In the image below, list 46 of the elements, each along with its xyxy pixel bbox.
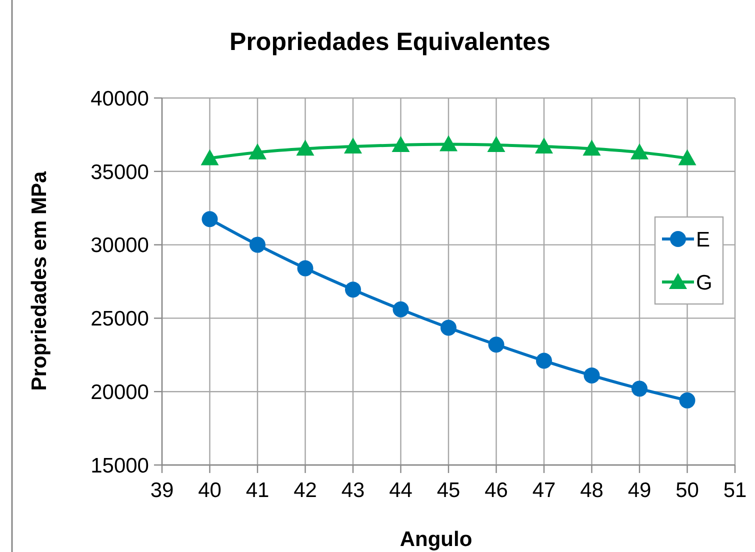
x-tick-label: 49 bbox=[628, 479, 652, 502]
y-tick-label: 25000 bbox=[90, 308, 149, 331]
x-tick-label: 44 bbox=[389, 479, 413, 502]
point bbox=[200, 149, 219, 166]
y-axis-title: Propriedades em MPa bbox=[28, 170, 51, 391]
legend-label: G bbox=[696, 272, 712, 295]
x-tick-label: 43 bbox=[341, 479, 365, 502]
x-tick-label: 51 bbox=[723, 479, 747, 502]
x-tick-label: 50 bbox=[676, 479, 699, 502]
point bbox=[487, 136, 506, 152]
y-tick-label: 20000 bbox=[90, 380, 149, 404]
point bbox=[678, 149, 696, 166]
point bbox=[250, 236, 266, 253]
x-tick-label: 40 bbox=[198, 479, 222, 502]
y-tick-label: 15000 bbox=[90, 454, 149, 478]
point bbox=[296, 140, 314, 156]
y-tick-label: 30000 bbox=[90, 234, 149, 258]
legend-label: E bbox=[696, 228, 710, 252]
point bbox=[630, 143, 648, 160]
y-tick-label: 35000 bbox=[90, 160, 149, 184]
point bbox=[297, 260, 314, 276]
point bbox=[535, 137, 553, 154]
chart-title: Propriedades Equivalentes bbox=[230, 28, 550, 56]
point bbox=[582, 140, 601, 156]
point bbox=[679, 392, 696, 408]
x-tick-label: 48 bbox=[580, 479, 604, 502]
point bbox=[392, 301, 409, 318]
point bbox=[536, 352, 552, 369]
point bbox=[440, 135, 458, 152]
y-tick-label: 40000 bbox=[90, 87, 149, 110]
point bbox=[440, 320, 456, 336]
point bbox=[584, 367, 600, 384]
x-tick-label: 45 bbox=[436, 479, 460, 502]
x-tick-label: 46 bbox=[484, 479, 508, 502]
x-axis-title: Angulo bbox=[400, 528, 472, 551]
point bbox=[392, 136, 410, 152]
x-tick-label: 47 bbox=[532, 479, 556, 502]
x-tick-label: 42 bbox=[294, 479, 317, 502]
point bbox=[345, 282, 361, 298]
point bbox=[488, 336, 504, 353]
point bbox=[248, 143, 266, 160]
point bbox=[344, 137, 362, 154]
point bbox=[632, 380, 648, 397]
x-tick-label: 41 bbox=[246, 479, 270, 502]
point bbox=[202, 211, 218, 228]
x-tick-label: 39 bbox=[150, 479, 174, 502]
